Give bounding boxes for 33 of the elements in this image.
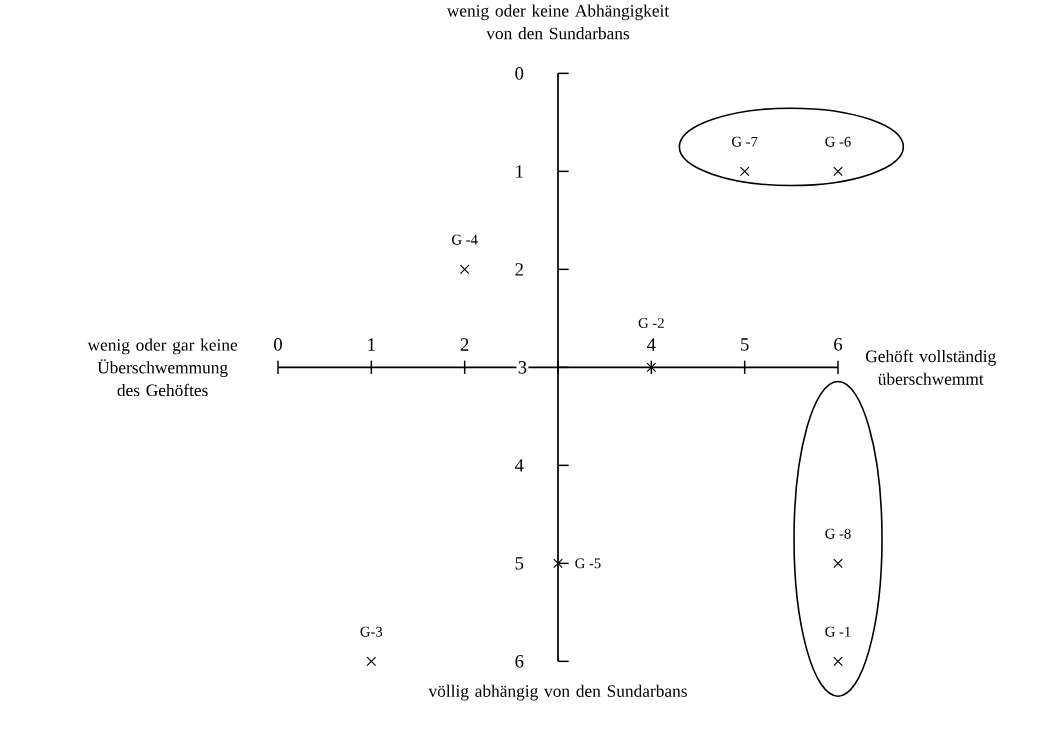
annotation: G -2 [638,317,664,328]
y-tick-label: 0 [515,66,524,80]
annotation: G -4 [452,234,478,245]
point [553,558,563,569]
point [833,166,843,177]
point [833,558,843,569]
text: wenig oder keine Abhängigkeit von den Sundarbans [446,4,670,40]
point [739,166,750,177]
y-tick-label: 2 [515,263,523,276]
y-tick-label: 6 [515,654,524,668]
x-tick-label: 6 [834,337,843,351]
y-tick-label: 5 [515,556,524,570]
text: Gehöft vollständig überschwemmt [865,349,996,385]
point [646,362,657,373]
y-tick-label: 3 [518,360,527,374]
x-tick-label: 0 [274,337,282,351]
x-tick-label: 2 [460,338,469,351]
annotation: G -8 [825,528,851,539]
point [833,656,843,667]
x-tick-label: 5 [741,338,749,351]
y-tick-label: 1 [516,165,523,178]
annotation: G -1 [825,626,851,637]
text: völlig abhängig von den Sundarbans [428,684,687,701]
annotation: G -6 [825,136,851,147]
text: wenig oder gar keine Überschwemmung des Gehöftes [87,338,238,396]
x-tick-label: 1 [368,338,375,351]
annotation: G -5 [575,558,601,569]
annotation: G-3 [360,626,383,637]
point [366,656,377,667]
x-tick-label: 4 [647,338,656,351]
point [459,264,470,275]
annotation: G -7 [732,136,758,147]
y-tick-label: 4 [514,459,524,472]
